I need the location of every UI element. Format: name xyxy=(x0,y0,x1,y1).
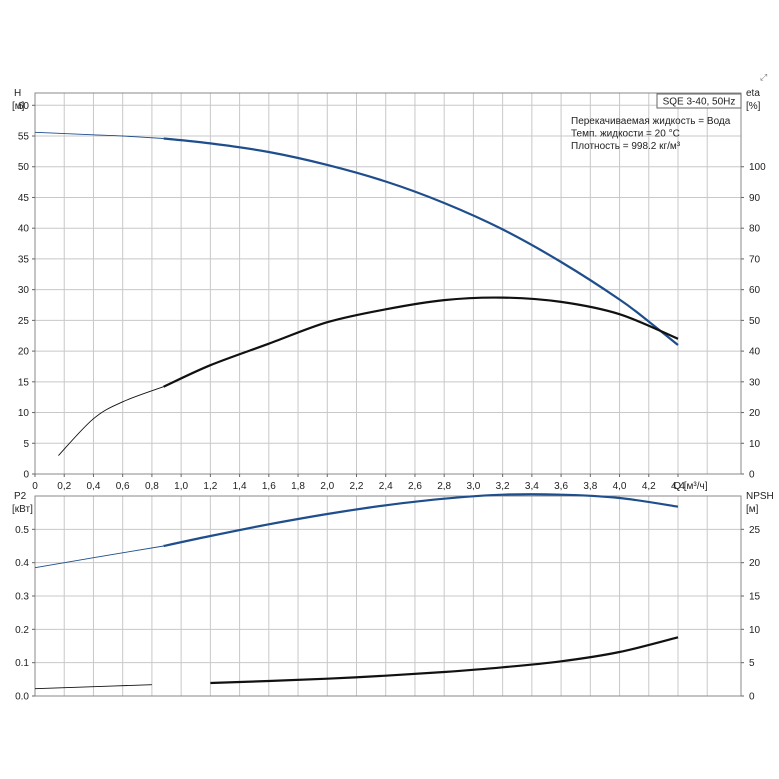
left-tick-label: 0.4 xyxy=(15,558,29,569)
left-axis-unit: [м] xyxy=(12,101,25,112)
x-tick-label: 1,0 xyxy=(174,481,188,492)
model-label-box xyxy=(656,93,742,109)
left-tick-label: 0.2 xyxy=(15,625,29,636)
left-axis-label: H xyxy=(14,88,21,99)
right-tick-label: 20 xyxy=(749,408,761,419)
left-tick-label: 15 xyxy=(18,377,30,388)
right-tick-label: 5 xyxy=(749,658,755,669)
left-axis-unit: [кВт] xyxy=(12,504,33,515)
left-tick-label: 60 xyxy=(18,101,30,112)
x-tick-label: 3,6 xyxy=(554,481,568,492)
left-tick-label: 0.0 xyxy=(15,692,29,703)
left-tick-label: 25 xyxy=(18,316,30,327)
x-tick-label: 3,4 xyxy=(525,481,539,492)
left-tick-label: 40 xyxy=(18,224,30,235)
left-tick-label: 0.3 xyxy=(15,592,29,603)
right-tick-label: 20 xyxy=(749,558,761,569)
right-tick-label: 15 xyxy=(749,592,761,603)
right-tick-label: 80 xyxy=(749,224,761,235)
x-tick-label: 1,6 xyxy=(262,481,276,492)
right-axis-label: eta xyxy=(746,88,760,99)
right-axis-unit: [%] xyxy=(746,101,761,112)
right-tick-label: 30 xyxy=(749,377,761,388)
upper-panel-head-efficiency: 0 5 10 15 20 25 30 35 40 45 50 55 60 0 10 20 30 40 50 60 70 8… xyxy=(12,88,766,492)
left-tick-label: 30 xyxy=(18,285,30,296)
efficiency-curve xyxy=(163,296,679,388)
fluid-info-line: Плотность = 998.2 кг/м³ xyxy=(571,141,681,152)
expand-icon[interactable]: ⤢ xyxy=(759,73,767,83)
x-tick-label: 0,2 xyxy=(57,481,71,492)
left-tick-label: 55 xyxy=(18,132,30,143)
left-tick-label: 0 xyxy=(23,470,29,481)
right-tick-label: 90 xyxy=(749,193,761,204)
left-axis-label: P2 xyxy=(14,491,27,502)
right-tick-label: 10 xyxy=(749,625,761,636)
head-curve xyxy=(163,137,679,346)
left-tick-label: 20 xyxy=(18,347,30,358)
x-tick-label: 3,0 xyxy=(466,481,480,492)
plot-frame xyxy=(34,92,742,475)
svg-text:⤢: ⤢ xyxy=(759,73,767,83)
x-tick-label: 4,4 xyxy=(671,481,685,492)
right-tick-label: 10 xyxy=(749,439,761,450)
x-tick-label: 3,8 xyxy=(583,481,597,492)
model-label: SQE 3-40, 50Hz xyxy=(663,97,736,108)
efficiency-curve-extended xyxy=(58,386,164,456)
x-tick-label: 2,2 xyxy=(350,481,364,492)
lower-panel-power-npsh: 0.0 0.1 0.2 0.3 0.4 0.5 0 5 10 15 20 25 P2 [кВт] NPSH [… xyxy=(12,491,774,703)
x-tick-label: 1,8 xyxy=(291,481,305,492)
x-tick-label: 2,0 xyxy=(320,481,334,492)
x-tick-label: 0,6 xyxy=(116,481,130,492)
left-tick-label: 0.1 xyxy=(15,658,29,669)
right-tick-label: 60 xyxy=(749,285,761,296)
x-tick-label: 2,6 xyxy=(408,481,422,492)
x-tick-label: 0,8 xyxy=(145,481,159,492)
left-tick-label: 35 xyxy=(18,254,30,265)
right-tick-label: 100 xyxy=(749,162,766,173)
head-curve-extended xyxy=(34,131,164,139)
power-curve xyxy=(163,493,679,548)
x-tick-label: 1,2 xyxy=(203,481,217,492)
left-tick-label: 5 xyxy=(23,439,29,450)
left-tick-label: 0.5 xyxy=(15,525,29,536)
left-tick-label: 45 xyxy=(18,193,30,204)
left-tick-label: 10 xyxy=(18,408,30,419)
plot-area xyxy=(35,93,741,474)
left-tick-label: 50 xyxy=(18,162,30,173)
right-tick-label: 40 xyxy=(749,347,761,358)
fluid-info-line: Темп. жидкости = 20 °C xyxy=(571,129,680,140)
power-curve-extended xyxy=(34,545,164,569)
x-tick-label: 4,2 xyxy=(642,481,656,492)
right-tick-label: 25 xyxy=(749,525,761,536)
npsh-curve-extended xyxy=(34,684,152,690)
x-axis-label: Q [м³/ч] xyxy=(673,481,708,492)
x-tick-label: 2,4 xyxy=(379,481,393,492)
fluid-info-line: Перекачиваемая жидкость = Вода xyxy=(571,116,731,127)
x-tick-label: 2,8 xyxy=(437,481,451,492)
right-tick-label: 0 xyxy=(749,470,755,481)
right-axis-unit: [м] xyxy=(746,504,759,515)
right-axis-label: NPSH xyxy=(746,491,774,502)
x-tick-label: 4,0 xyxy=(613,481,627,492)
x-tick-label: 0 xyxy=(32,481,38,492)
npsh-curve xyxy=(210,636,679,685)
right-tick-label: 50 xyxy=(749,316,761,327)
x-tick-label: 3,2 xyxy=(496,481,510,492)
x-tick-label: 0,4 xyxy=(87,481,101,492)
x-tick-label: 1,4 xyxy=(233,481,247,492)
right-tick-label: 0 xyxy=(749,692,755,703)
right-tick-label: 70 xyxy=(749,254,761,265)
